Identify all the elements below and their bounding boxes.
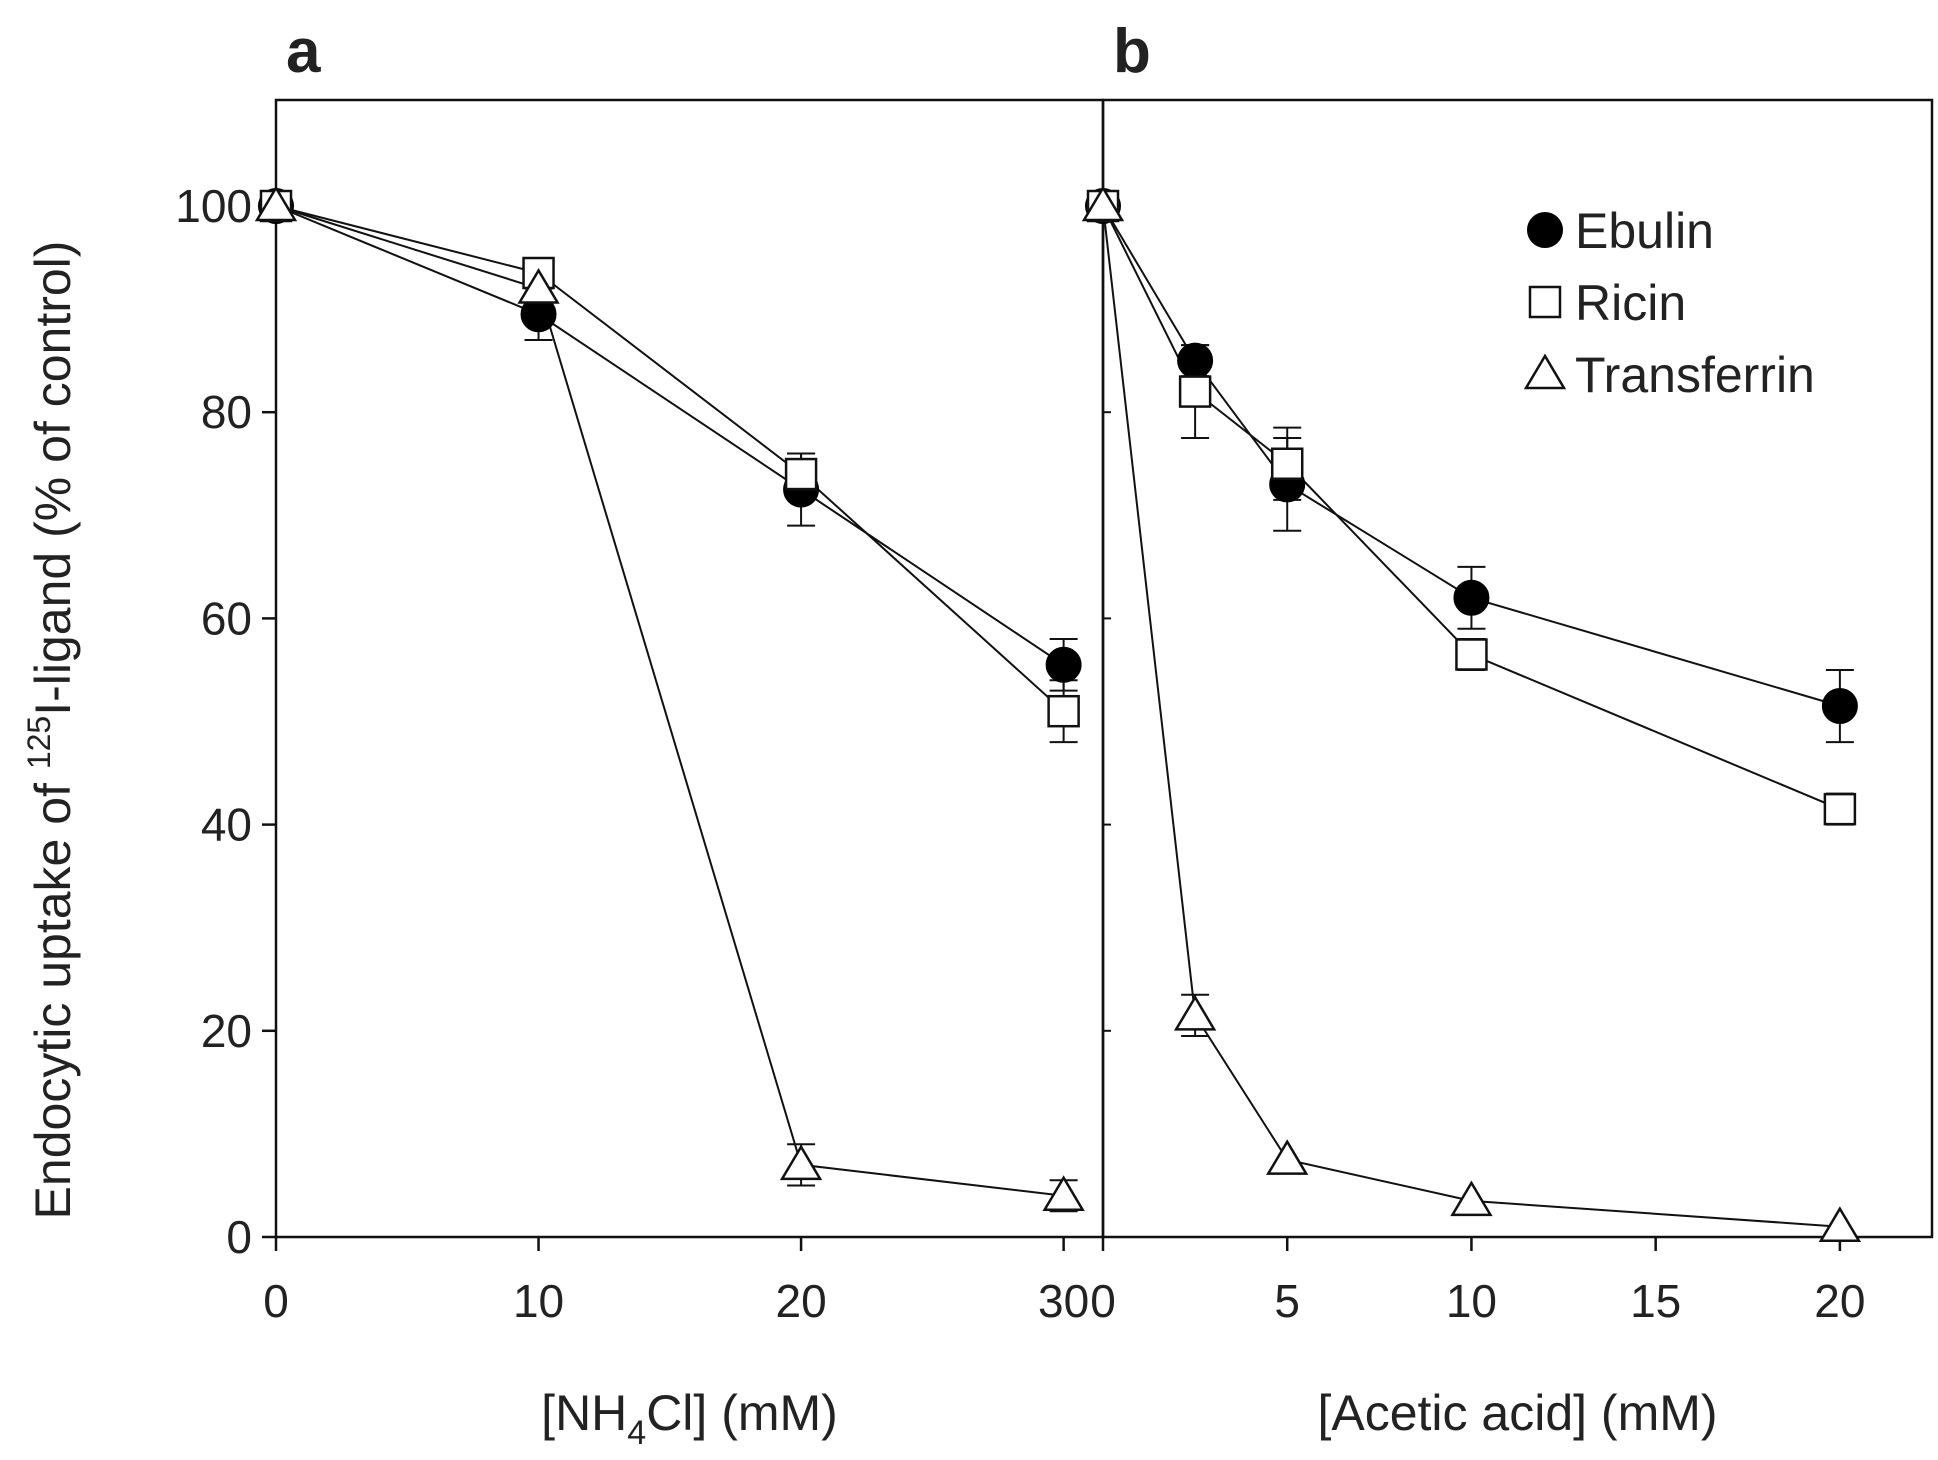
- legend-label-transferrin: Transferrin: [1575, 347, 1815, 403]
- x-tick-label-b-0: 0: [1090, 1275, 1116, 1327]
- x-axis-title-part: Cl] (mM): [646, 1385, 838, 1441]
- x-axis-title-part: [NH: [541, 1385, 627, 1441]
- y-axis-title-suffix: I-ligand (% of control): [25, 241, 81, 716]
- data-point-ebulin: [1045, 646, 1082, 683]
- data-point-ricin: [1823, 792, 1857, 826]
- data-point-ricin: [1178, 375, 1212, 408]
- x-tick-label-b-15: 15: [1630, 1275, 1681, 1327]
- series-line-ricin: [275, 205, 1065, 712]
- y-axis-title: Endocytic uptake of 125I-ligand (% of co…: [21, 241, 81, 1220]
- x-tick-label-a-10: 10: [513, 1275, 564, 1327]
- data-point-transferrin: [779, 1144, 823, 1181]
- data-point-ebulin: [1453, 579, 1490, 616]
- chart-panels: a 0 20 40 60 80 100 0 10 20 30 [NH4Cl] (mM) b 0 5 10 15 2…: [175, 17, 1934, 1452]
- data-point-transferrin: [1081, 185, 1125, 222]
- data-point-transferrin: [1818, 1206, 1862, 1242]
- data-point-transferrin: [517, 268, 560, 304]
- x-tick-label-b-5: 5: [1274, 1275, 1300, 1327]
- y-axis-title-superscript: 125: [21, 716, 57, 769]
- x-axis-title-b: [Acetic acid] (mM): [1317, 1385, 1717, 1441]
- legend-marker-ricin: [1528, 285, 1562, 319]
- y-tick-label-60: 60: [201, 592, 252, 644]
- x-tick-label-a-30: 30: [1038, 1275, 1089, 1327]
- chart-legend: Ebulin Ricin Transferrin: [1523, 203, 1815, 403]
- series-line-ebulin: [1102, 205, 1841, 707]
- series-line-ebulin: [275, 205, 1065, 666]
- data-point-transferrin: [1042, 1175, 1085, 1212]
- panel-letter-b: b: [1113, 17, 1151, 86]
- data-point-ebulin: [1821, 688, 1858, 725]
- y-tick-label-20: 20: [201, 1005, 252, 1057]
- data-point-ricin: [784, 457, 818, 491]
- x-tick-label-a-0: 0: [263, 1275, 289, 1327]
- data-point-transferrin: [1266, 1139, 1309, 1175]
- series-line-ricin: [1102, 205, 1841, 811]
- x-tick-label-b-20: 20: [1814, 1275, 1865, 1327]
- data-point-ricin: [1047, 694, 1080, 728]
- data-point-ebulin: [1177, 342, 1214, 379]
- y-tick-label-80: 80: [201, 386, 252, 438]
- y-tick-label-40: 40: [201, 799, 252, 851]
- series-line-transferrin: [275, 205, 1064, 1197]
- legend-label-ebulin: Ebulin: [1575, 203, 1714, 259]
- panel-b: b 0 5 10 15 20 [Acetic acid] (mM) Ebulin Ricin Tr…: [1081, 17, 1934, 1441]
- data-point-transferrin: [1173, 994, 1217, 1031]
- legend-marker-transferrin: [1523, 353, 1567, 390]
- panel-letter-a: a: [286, 17, 321, 86]
- data-point-transferrin: [254, 185, 298, 222]
- plot-frame-a: [274, 98, 1105, 1239]
- data-point-ricin: [1455, 638, 1488, 671]
- y-tick-label-100: 100: [175, 180, 252, 232]
- legend-marker-ebulin: [1527, 212, 1563, 248]
- y-tick-label-0: 0: [226, 1211, 252, 1263]
- x-axis-title-a: [NH4Cl] (mM): [541, 1385, 838, 1452]
- x-tick-label-b-10: 10: [1446, 1275, 1497, 1327]
- data-point-ricin: [1270, 447, 1304, 480]
- x-axis-title-part: 4: [627, 1414, 646, 1452]
- panel-a: a 0 20 40 60 80 100 0 10 20 30 [NH4Cl] (mM): [175, 17, 1105, 1452]
- plot-frame-b: [1101, 98, 1934, 1239]
- data-point-transferrin: [1450, 1180, 1493, 1217]
- legend-label-ricin: Ricin: [1575, 275, 1686, 331]
- x-tick-label-a-20: 20: [775, 1275, 826, 1327]
- x-axis-title-part: [Acetic acid] (mM): [1317, 1385, 1717, 1441]
- y-axis-title-prefix: Endocytic uptake of: [25, 769, 81, 1219]
